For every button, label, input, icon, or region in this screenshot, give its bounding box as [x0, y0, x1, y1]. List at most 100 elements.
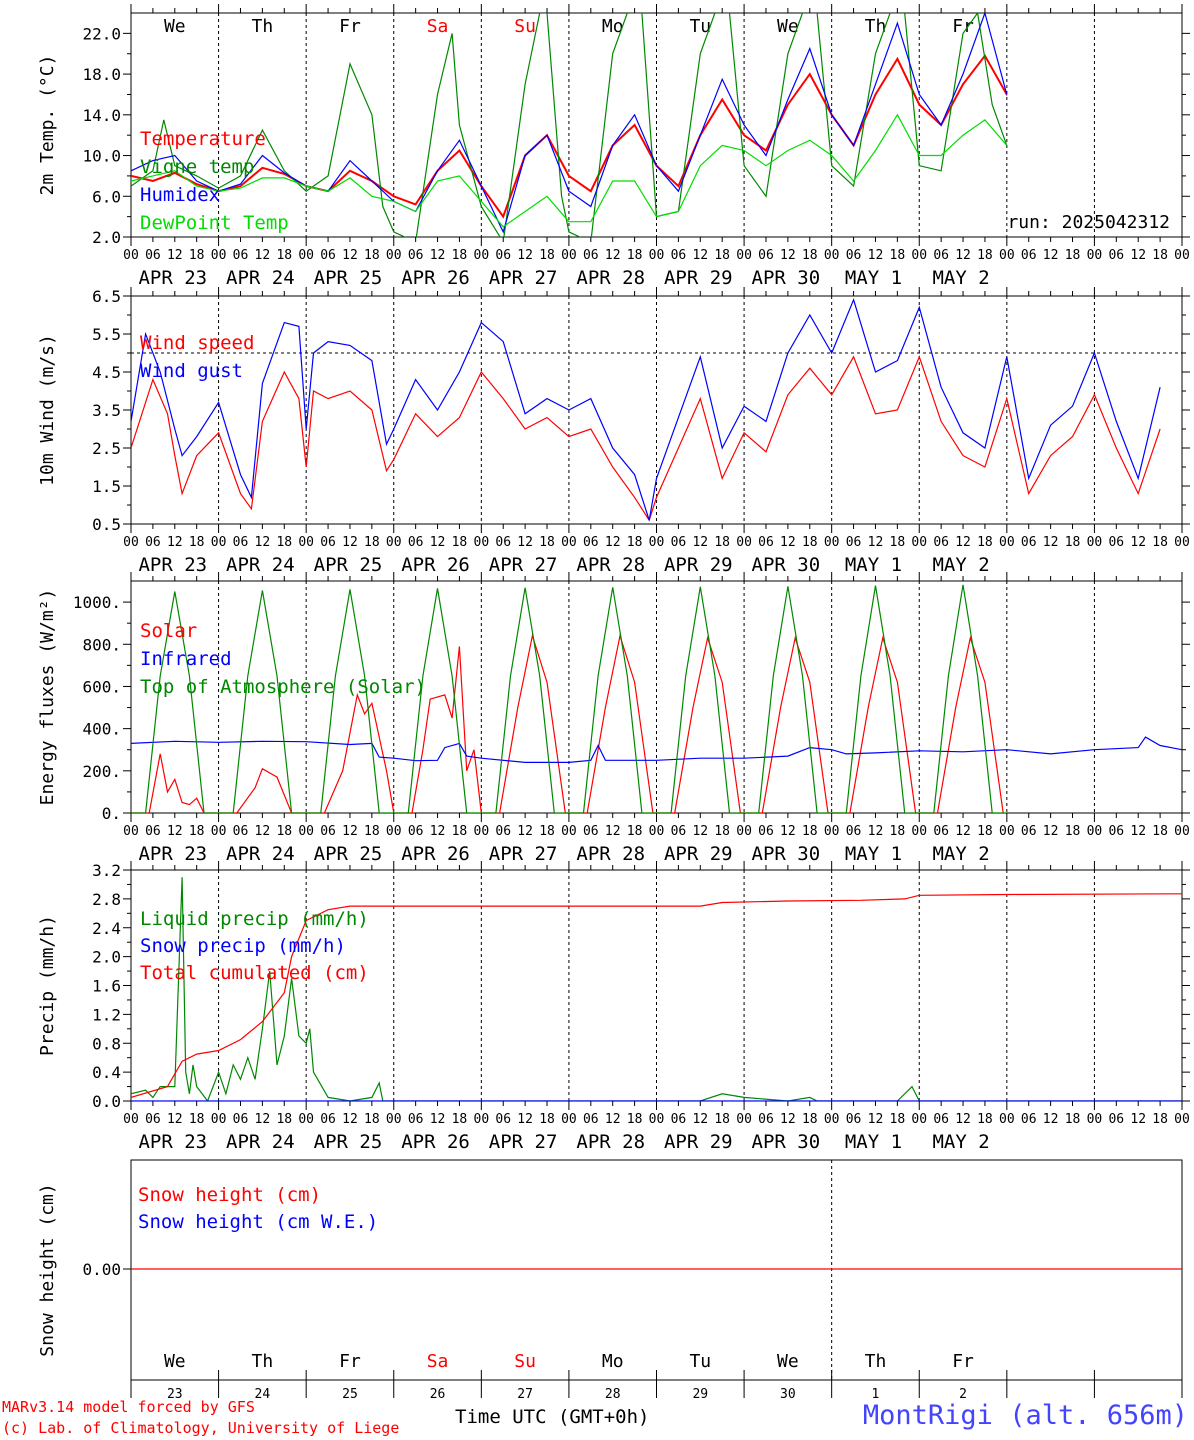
x-date-label: APR 23 [138, 554, 207, 576]
x-hour-label: 12 [430, 824, 446, 839]
model-credit: MARv3.14 model forced by GFS [2, 1398, 255, 1416]
x-hour-label: 12 [605, 1112, 621, 1127]
x-hour-label: 00 [1087, 824, 1103, 839]
x-hour-label: 06 [233, 535, 249, 550]
x-hour-label: 18 [890, 1112, 906, 1127]
x-hour-label: 06 [671, 824, 687, 839]
x-date-label: APR 29 [664, 554, 733, 576]
x-hour-label: 00 [999, 248, 1015, 263]
x-hour-label: 18 [714, 248, 730, 263]
x-hour-label: 18 [802, 1112, 818, 1127]
legend-entry: Humidex [140, 184, 220, 206]
series-line-top-of-atmosphere-solar- [131, 584, 1007, 813]
y-axis-label: Snow height (cm) [37, 1183, 58, 1356]
legend-entry: Vigne temp [140, 156, 254, 178]
x-hour-label: 18 [977, 824, 993, 839]
x-date-label: APR 28 [576, 554, 645, 576]
legend-entry: Solar [140, 620, 197, 642]
x-hour-label: 00 [649, 248, 665, 263]
x-hour-label: 12 [780, 824, 796, 839]
x-hour-label: 18 [802, 824, 818, 839]
x-hour-label: 00 [1174, 1112, 1190, 1127]
x-hour-label: 12 [517, 535, 533, 550]
x-hour-label: 18 [189, 248, 205, 263]
x-date-label: APR 30 [752, 554, 821, 576]
day-name-label: Mo [602, 16, 624, 37]
x-hour-label: 06 [145, 248, 161, 263]
x-hour-label: 12 [167, 535, 183, 550]
lab-credit: (c) Lab. of Climatology, University of L… [2, 1419, 400, 1437]
x-hour-label: 18 [890, 248, 906, 263]
day-name-label: Sa [427, 1351, 449, 1372]
x-hour-label: 06 [583, 1112, 599, 1127]
x-hour-label: 00 [123, 535, 139, 550]
x-hour-label: 18 [1152, 248, 1168, 263]
x-hour-label: 00 [561, 824, 577, 839]
x-date-label: APR 30 [752, 267, 821, 289]
x-hour-label: 00 [736, 535, 752, 550]
x-hour-label: 00 [736, 824, 752, 839]
legend-entry: Temperature [140, 128, 266, 150]
x-hour-label: 00 [561, 1112, 577, 1127]
day-name-label: Fr [952, 1351, 974, 1372]
date-number-label: 1 [872, 1387, 880, 1402]
x-date-label: APR 25 [314, 1131, 383, 1153]
x-hour-label: 18 [364, 535, 380, 550]
x-hour-label: 00 [649, 535, 665, 550]
x-hour-label: 18 [1152, 1112, 1168, 1127]
series-line-temperature [131, 53, 1008, 219]
date-number-label: 24 [255, 1387, 271, 1402]
x-hour-label: 06 [145, 1112, 161, 1127]
x-hour-label: 18 [802, 535, 818, 550]
x-hour-label: 06 [233, 248, 249, 263]
day-name-label: We [777, 16, 799, 37]
x-hour-label: 00 [1087, 248, 1103, 263]
day-name-label: Sa [427, 16, 449, 37]
y-tick-label: 6.5 [92, 287, 121, 306]
series-line-humidex [131, 13, 1008, 234]
y-tick-label: 1.2 [92, 1005, 121, 1024]
y-tick-label: 3.2 [92, 861, 121, 880]
y-tick-label: 600. [82, 677, 121, 696]
x-date-label: APR 24 [226, 554, 295, 576]
x-hour-label: 00 [911, 1112, 927, 1127]
x-hour-label: 06 [1108, 248, 1124, 263]
x-hour-label: 00 [824, 1112, 840, 1127]
x-hour-label: 18 [1065, 535, 1081, 550]
x-hour-label: 12 [868, 1112, 884, 1127]
day-name-label: Su [514, 1351, 536, 1372]
x-hour-label: 00 [824, 824, 840, 839]
x-hour-label: 06 [933, 248, 949, 263]
x-date-label: APR 29 [664, 1131, 733, 1153]
x-hour-label: 18 [452, 248, 468, 263]
day-name-label: Mo [602, 1351, 624, 1372]
x-hour-label: 12 [430, 1112, 446, 1127]
x-date-label: APR 30 [752, 1131, 821, 1153]
x-date-label: MAY 1 [845, 1131, 902, 1153]
x-hour-label: 06 [933, 824, 949, 839]
y-axis-label: Precip (mm/h) [37, 915, 58, 1056]
x-hour-label: 06 [233, 1112, 249, 1127]
x-hour-label: 18 [189, 824, 205, 839]
x-hour-label: 18 [452, 535, 468, 550]
legend-entry: Liquid precip (mm/h) [140, 908, 369, 930]
x-hour-label: 06 [320, 824, 336, 839]
x-hour-label: 12 [955, 248, 971, 263]
y-tick-label: 0.8 [92, 1034, 121, 1053]
x-hour-label: 18 [189, 535, 205, 550]
x-hour-label: 12 [167, 824, 183, 839]
x-hour-label: 06 [758, 1112, 774, 1127]
x-hour-label: 06 [495, 535, 511, 550]
day-name-label: Tu [689, 1351, 711, 1372]
x-hour-label: 12 [167, 1112, 183, 1127]
x-hour-label: 00 [824, 248, 840, 263]
x-hour-label: 06 [758, 824, 774, 839]
x-hour-label: 00 [1087, 535, 1103, 550]
x-hour-label: 00 [123, 824, 139, 839]
x-hour-label: 00 [1174, 824, 1190, 839]
x-hour-label: 06 [1108, 1112, 1124, 1127]
x-hour-label: 00 [999, 1112, 1015, 1127]
x-hour-label: 06 [933, 535, 949, 550]
x-hour-label: 18 [1152, 824, 1168, 839]
